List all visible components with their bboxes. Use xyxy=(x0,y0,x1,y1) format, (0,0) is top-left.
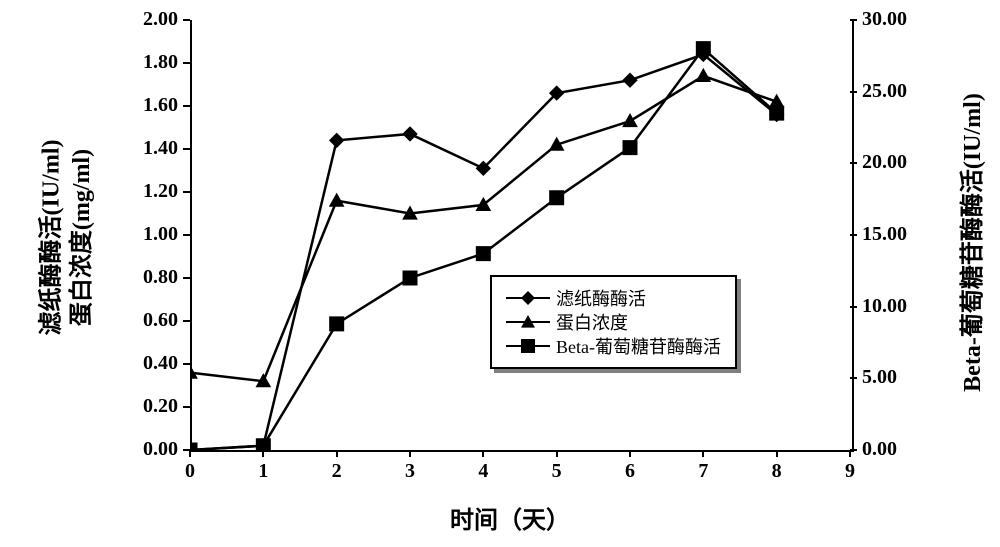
axis-tick xyxy=(183,191,190,193)
series-marker xyxy=(623,73,637,87)
legend-label: 蛋白浓度 xyxy=(556,309,628,335)
tick-label: 0.00 xyxy=(143,438,178,461)
tick-label: 0.40 xyxy=(143,352,178,375)
legend-item: Beta-葡萄糖苷酶酶活 xyxy=(506,335,721,357)
legend-swatch xyxy=(506,312,550,332)
tick-label: 1 xyxy=(258,460,268,483)
tick-label: 6 xyxy=(625,460,635,483)
axis-tick xyxy=(183,62,190,64)
tick-label: 30.00 xyxy=(862,8,907,31)
series-marker xyxy=(770,106,784,120)
axis-tick xyxy=(850,449,857,451)
axis-tick xyxy=(850,19,857,21)
y-left-label-2: 蛋白浓度(mg/ml) xyxy=(61,149,96,326)
tick-label: 0.80 xyxy=(143,266,178,289)
legend-item: 蛋白浓度 xyxy=(506,311,721,333)
tick-label: 8 xyxy=(772,460,782,483)
chart-container: 0 1 2 3 4 5 6 7 8 9 0.00 0.20 0.40 0.60 0.80 1.00 1.20 1.… xyxy=(0,0,1000,547)
series-marker xyxy=(256,439,270,450)
tick-label: 7 xyxy=(698,460,708,483)
tick-label: 5 xyxy=(552,460,562,483)
series-marker xyxy=(330,194,344,207)
axis-tick xyxy=(183,105,190,107)
axis-tick xyxy=(183,148,190,150)
tick-label: 15.00 xyxy=(862,223,907,246)
axis-tick xyxy=(776,450,778,457)
tick-label: 25.00 xyxy=(862,80,907,103)
series-marker xyxy=(696,42,710,56)
tick-label: 0.00 xyxy=(862,438,897,461)
tick-label: 3 xyxy=(405,460,415,483)
legend: 滤纸酶酶活蛋白浓度Beta-葡萄糖苷酶酶活 xyxy=(490,275,737,369)
axis-tick xyxy=(183,277,190,279)
series-marker xyxy=(696,69,710,82)
axis-tick xyxy=(262,450,264,457)
y-right-label: Beta-葡萄糖苷酶酶活(IU/ml) xyxy=(952,93,987,392)
series-marker xyxy=(403,271,417,285)
axis-tick xyxy=(189,450,191,457)
legend-label: 滤纸酶酶活 xyxy=(556,285,646,311)
axis-tick xyxy=(850,91,857,93)
axis-tick xyxy=(849,450,851,457)
tick-label: 4 xyxy=(478,460,488,483)
axis-tick xyxy=(409,450,411,457)
tick-label: 1.40 xyxy=(143,137,178,160)
axis-tick xyxy=(850,162,857,164)
series-marker xyxy=(403,127,417,141)
series-marker xyxy=(330,133,344,147)
series-marker xyxy=(623,114,637,127)
axis-tick xyxy=(183,449,190,451)
tick-label: 9 xyxy=(845,460,855,483)
series-marker xyxy=(330,317,344,331)
series-marker xyxy=(476,247,490,261)
legend-item: 滤纸酶酶活 xyxy=(506,287,721,309)
axis-tick xyxy=(183,19,190,21)
tick-label: 0.20 xyxy=(143,395,178,418)
tick-label: 5.00 xyxy=(862,366,897,389)
tick-label: 20.00 xyxy=(862,151,907,174)
tick-label: 10.00 xyxy=(862,295,907,318)
legend-swatch xyxy=(506,336,550,356)
axis-tick xyxy=(183,363,190,365)
tick-label: 2.00 xyxy=(143,8,178,31)
axis-tick xyxy=(702,450,704,457)
axis-tick xyxy=(482,450,484,457)
legend-swatch xyxy=(506,288,550,308)
axis-tick xyxy=(629,450,631,457)
x-axis-label: 时间（天） xyxy=(450,500,570,535)
axis-tick xyxy=(850,306,857,308)
axis-tick xyxy=(850,377,857,379)
axis-tick xyxy=(850,234,857,236)
series-marker xyxy=(623,141,637,155)
axis-tick xyxy=(556,450,558,457)
axis-tick xyxy=(183,406,190,408)
tick-label: 1.60 xyxy=(143,94,178,117)
axis-tick xyxy=(336,450,338,457)
axis-tick xyxy=(183,234,190,236)
tick-label: 1.20 xyxy=(143,180,178,203)
axis-tick xyxy=(183,320,190,322)
plot-svg xyxy=(190,20,850,450)
tick-label: 0 xyxy=(185,460,195,483)
series-marker xyxy=(190,443,197,450)
tick-label: 1.80 xyxy=(143,51,178,74)
tick-label: 0.60 xyxy=(143,309,178,332)
tick-label: 2 xyxy=(332,460,342,483)
series-marker xyxy=(190,366,197,379)
series-marker xyxy=(550,191,564,205)
legend-label: Beta-葡萄糖苷酶酶活 xyxy=(556,333,721,359)
tick-label: 1.00 xyxy=(143,223,178,246)
